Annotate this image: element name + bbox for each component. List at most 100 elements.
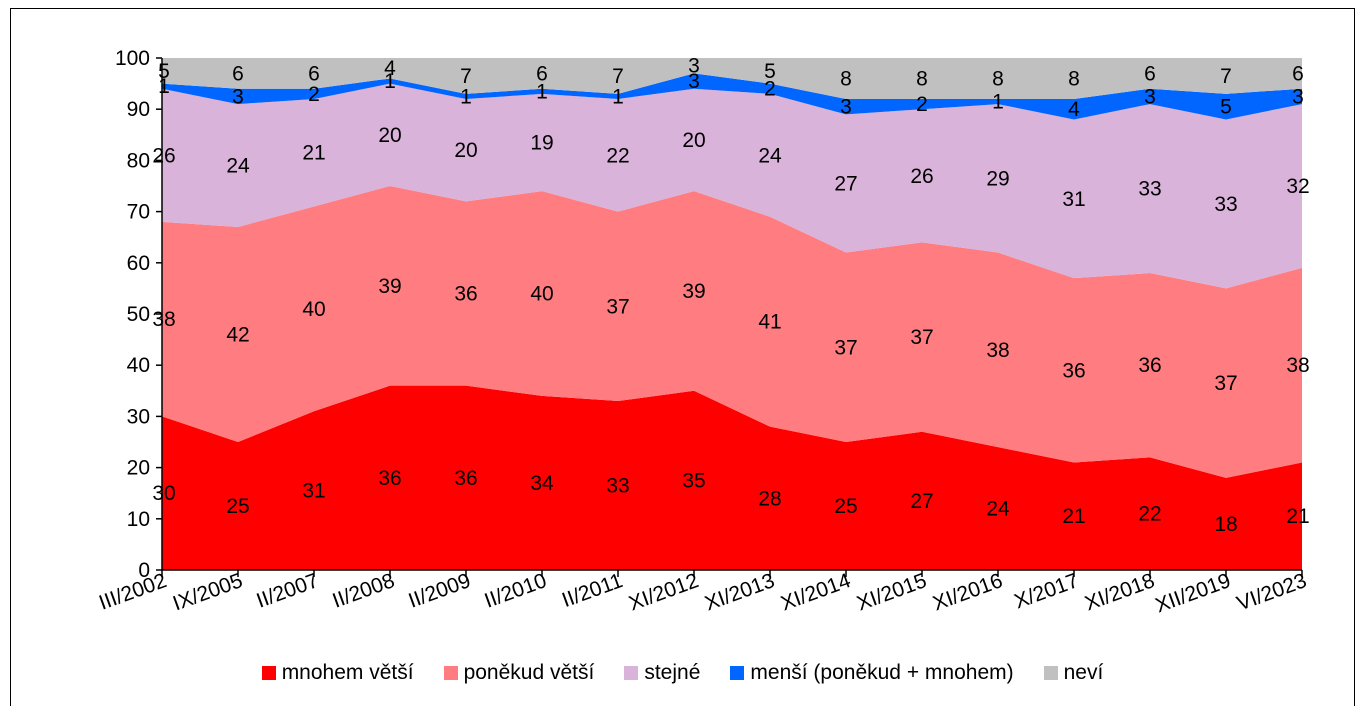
legend-label: mnohem větší (281, 661, 414, 684)
legend-swatch (1043, 666, 1058, 680)
data-label: 19 (530, 131, 553, 154)
legend-swatch (624, 666, 639, 680)
series-area-1 (162, 186, 1302, 478)
x-tick-label: XI/2016 (930, 569, 1006, 615)
y-tick-label: 0 (138, 559, 150, 582)
data-label: 1 (158, 75, 170, 98)
data-label: 6 (1144, 62, 1156, 85)
data-label: 4 (1068, 98, 1080, 121)
y-tick-label: 80 (127, 149, 150, 172)
data-label: 41 (758, 311, 781, 334)
legend-item: stejné (624, 661, 700, 685)
legend-label: stejné (644, 661, 701, 684)
data-label: 3 (1144, 85, 1156, 108)
x-tick-label: XI/2014 (778, 569, 854, 615)
data-label: 8 (840, 67, 852, 90)
data-label: 26 (152, 144, 175, 167)
x-tick-label: XI/2015 (854, 569, 930, 615)
data-label: 31 (302, 480, 325, 503)
data-label: 37 (606, 295, 629, 318)
data-label: 36 (1062, 359, 1085, 382)
x-tick-label: XI/2018 (1082, 569, 1158, 615)
data-label: 2 (308, 83, 320, 106)
data-label: 28 (758, 487, 781, 510)
series-area-4 (162, 58, 1302, 99)
data-label: 2 (916, 93, 928, 116)
legend-swatch (443, 666, 458, 680)
legend-item: poněkud větší (443, 661, 594, 685)
data-label: 38 (986, 339, 1009, 362)
data-label: 36 (1138, 354, 1161, 377)
data-label: 6 (308, 62, 320, 85)
data-label: 8 (1068, 67, 1080, 90)
y-tick-label: 30 (127, 405, 150, 428)
data-label: 36 (454, 283, 477, 306)
x-tick-label: III/2002 (96, 569, 170, 615)
data-label: 37 (910, 326, 933, 349)
y-tick-label: 70 (127, 201, 150, 224)
data-label: 42 (226, 323, 249, 346)
data-label: 3 (232, 85, 244, 108)
x-tick-label: II/2010 (481, 569, 549, 613)
data-label: 40 (302, 298, 325, 321)
data-label: 25 (834, 495, 857, 518)
data-label: 37 (834, 336, 857, 359)
data-label: 25 (226, 495, 249, 518)
data-label: 6 (232, 62, 244, 85)
data-label: 22 (1138, 503, 1161, 526)
data-label: 33 (1214, 193, 1237, 216)
data-label: 1 (460, 85, 472, 108)
data-label: 8 (992, 67, 1004, 90)
data-label: 5 (764, 60, 776, 83)
data-label: 27 (834, 172, 857, 195)
data-label: 1 (612, 85, 624, 108)
series-area-3 (162, 73, 1302, 120)
x-tick-label: XII/2019 (1152, 569, 1233, 617)
data-label: 3 (688, 70, 700, 93)
y-tick-label: 20 (127, 457, 150, 480)
data-label: 24 (986, 498, 1010, 521)
data-label: 39 (378, 275, 401, 298)
data-label: 6 (536, 62, 548, 85)
data-label: 36 (454, 467, 477, 490)
legend-swatch (261, 666, 276, 680)
data-label: 3 (688, 55, 700, 78)
data-label: 24 (758, 144, 782, 167)
x-tick-label: II/2008 (329, 569, 397, 613)
legend-item: menší (poněkud + mnohem) (730, 661, 1014, 685)
data-label: 1 (536, 80, 548, 103)
data-label: 33 (1138, 178, 1161, 201)
y-tick-label: 50 (127, 303, 150, 326)
data-label: 1 (992, 91, 1004, 114)
data-label: 5 (158, 60, 170, 83)
data-label: 32 (1286, 175, 1309, 198)
x-tick-label: XI/2013 (702, 569, 778, 615)
y-tick-label: 40 (127, 354, 150, 377)
data-label: 22 (606, 144, 629, 167)
legend-label: menší (poněkud + mnohem) (750, 661, 1014, 684)
series-area-0 (162, 385, 1302, 570)
data-label: 21 (1286, 505, 1309, 528)
data-label: 5 (1220, 96, 1232, 119)
data-label: 7 (612, 65, 624, 88)
y-tick-label: 10 (127, 508, 150, 531)
data-label: 27 (910, 490, 933, 513)
x-tick-label: II/2007 (253, 569, 321, 613)
chart-legend: mnohem větší poněkud větší stejné menší (po… (0, 661, 1365, 685)
legend-item: neví (1043, 661, 1104, 685)
data-label: 35 (682, 469, 705, 492)
data-label: 21 (302, 142, 325, 165)
data-label: 7 (1220, 65, 1232, 88)
data-label: 6 (1292, 62, 1304, 85)
data-label: 18 (1214, 513, 1237, 536)
data-label: 24 (226, 155, 250, 178)
data-label: 36 (378, 467, 401, 490)
legend-swatch (730, 666, 745, 680)
data-label: 29 (986, 167, 1009, 190)
legend-label: neví (1063, 661, 1104, 684)
data-label: 40 (530, 283, 553, 306)
data-label: 38 (1286, 354, 1309, 377)
data-label: 7 (460, 65, 472, 88)
y-tick-label: 100 (115, 47, 150, 70)
